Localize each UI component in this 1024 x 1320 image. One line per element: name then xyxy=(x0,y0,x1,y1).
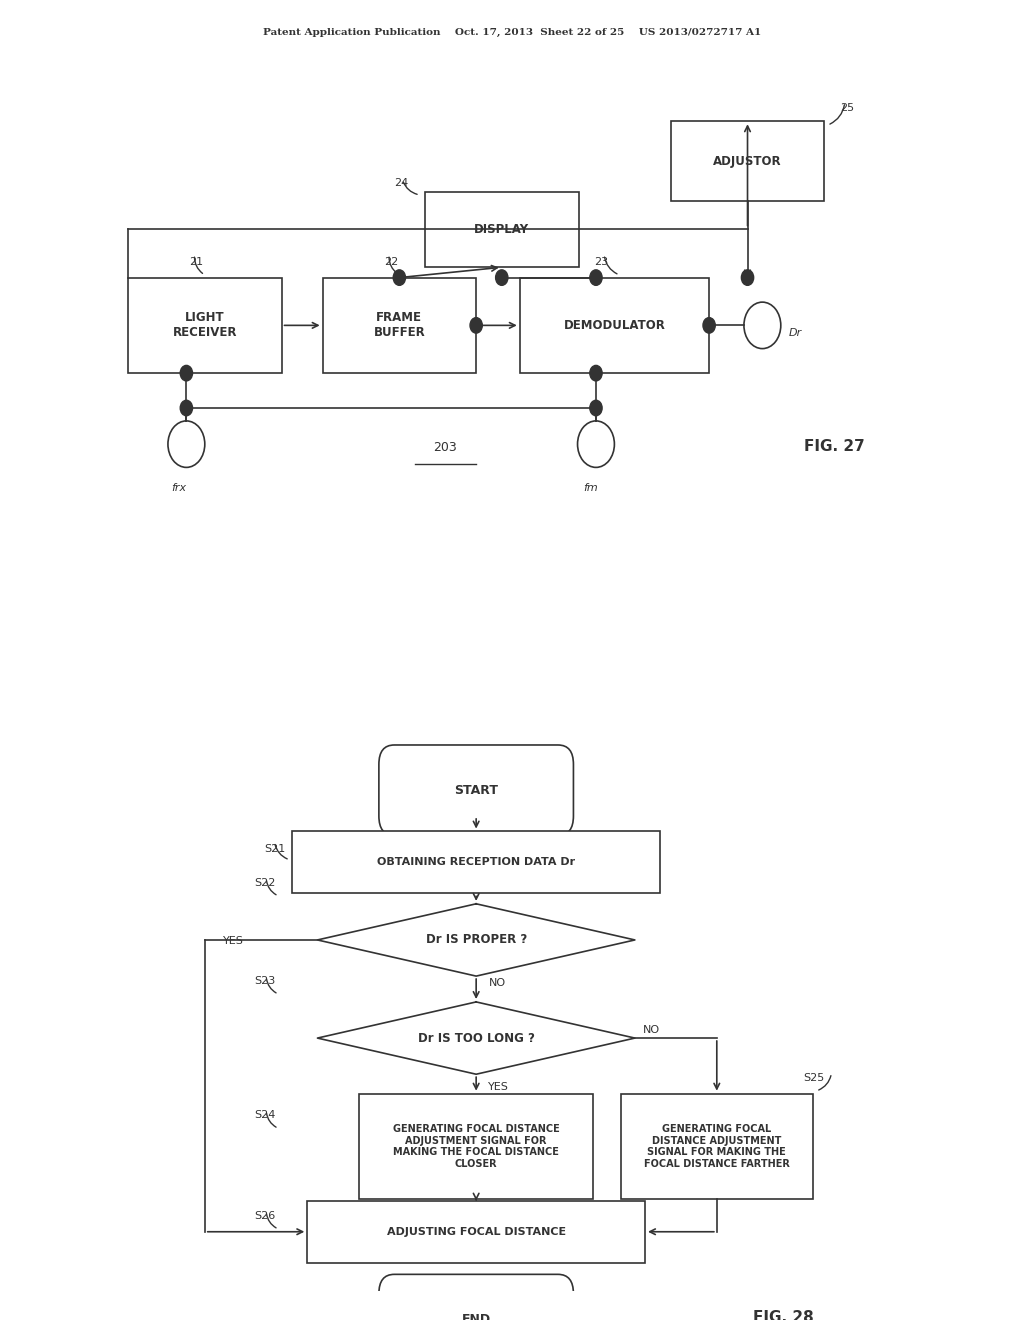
Text: YES: YES xyxy=(223,936,244,946)
Circle shape xyxy=(470,318,482,333)
Text: 24: 24 xyxy=(394,178,409,187)
Text: LIGHT
RECEIVER: LIGHT RECEIVER xyxy=(173,312,237,339)
Text: ADJUSTOR: ADJUSTOR xyxy=(713,154,782,168)
FancyBboxPatch shape xyxy=(292,832,660,894)
Text: 23: 23 xyxy=(594,256,608,267)
FancyBboxPatch shape xyxy=(621,1093,813,1200)
Text: FRAME
BUFFER: FRAME BUFFER xyxy=(374,312,425,339)
Text: FIG. 28: FIG. 28 xyxy=(753,1311,813,1320)
Polygon shape xyxy=(317,1002,635,1074)
Polygon shape xyxy=(317,904,635,975)
FancyBboxPatch shape xyxy=(379,1274,573,1320)
Text: OBTAINING RECEPTION DATA Dr: OBTAINING RECEPTION DATA Dr xyxy=(377,858,575,867)
Text: NO: NO xyxy=(488,978,506,989)
Text: END: END xyxy=(462,1313,490,1320)
Text: S25: S25 xyxy=(803,1073,824,1082)
FancyBboxPatch shape xyxy=(359,1093,593,1200)
Circle shape xyxy=(496,269,508,285)
Text: GENERATING FOCAL DISTANCE
ADJUSTMENT SIGNAL FOR
MAKING THE FOCAL DISTANCE
CLOSER: GENERATING FOCAL DISTANCE ADJUSTMENT SIG… xyxy=(393,1125,559,1170)
FancyBboxPatch shape xyxy=(128,277,282,374)
Text: S23: S23 xyxy=(254,975,275,986)
FancyBboxPatch shape xyxy=(425,193,579,267)
Text: NO: NO xyxy=(643,1024,660,1035)
Circle shape xyxy=(741,269,754,285)
Text: fm: fm xyxy=(584,483,598,492)
Text: Patent Application Publication    Oct. 17, 2013  Sheet 22 of 25    US 2013/02727: Patent Application Publication Oct. 17, … xyxy=(263,29,761,37)
Text: DEMODULATOR: DEMODULATOR xyxy=(563,319,666,331)
Text: 25: 25 xyxy=(840,103,854,114)
FancyBboxPatch shape xyxy=(519,277,709,374)
Text: DISPLAY: DISPLAY xyxy=(474,223,529,236)
FancyBboxPatch shape xyxy=(323,277,476,374)
Text: 21: 21 xyxy=(189,256,204,267)
Text: S26: S26 xyxy=(254,1210,275,1221)
Text: Dr: Dr xyxy=(790,327,802,338)
Text: S24: S24 xyxy=(254,1110,275,1121)
Text: Dr IS TOO LONG ?: Dr IS TOO LONG ? xyxy=(418,1031,535,1044)
FancyBboxPatch shape xyxy=(671,121,824,202)
Circle shape xyxy=(393,269,406,285)
Text: frx: frx xyxy=(171,483,186,492)
Text: 22: 22 xyxy=(384,256,398,267)
Text: START: START xyxy=(455,784,498,797)
Text: S21: S21 xyxy=(264,845,286,854)
Circle shape xyxy=(590,400,602,416)
Text: 203: 203 xyxy=(433,441,458,454)
Circle shape xyxy=(590,269,602,285)
Circle shape xyxy=(590,366,602,381)
FancyBboxPatch shape xyxy=(307,1201,645,1263)
Circle shape xyxy=(180,400,193,416)
Circle shape xyxy=(702,318,715,333)
Text: GENERATING FOCAL
DISTANCE ADJUSTMENT
SIGNAL FOR MAKING THE
FOCAL DISTANCE FARTHE: GENERATING FOCAL DISTANCE ADJUSTMENT SIG… xyxy=(644,1125,790,1170)
FancyBboxPatch shape xyxy=(379,744,573,836)
Text: S22: S22 xyxy=(254,878,275,888)
Text: ADJUSTING FOCAL DISTANCE: ADJUSTING FOCAL DISTANCE xyxy=(387,1226,565,1237)
Text: Dr IS PROPER ?: Dr IS PROPER ? xyxy=(426,933,526,946)
Text: YES: YES xyxy=(488,1081,509,1092)
Circle shape xyxy=(180,366,193,381)
Text: FIG. 27: FIG. 27 xyxy=(804,438,864,454)
